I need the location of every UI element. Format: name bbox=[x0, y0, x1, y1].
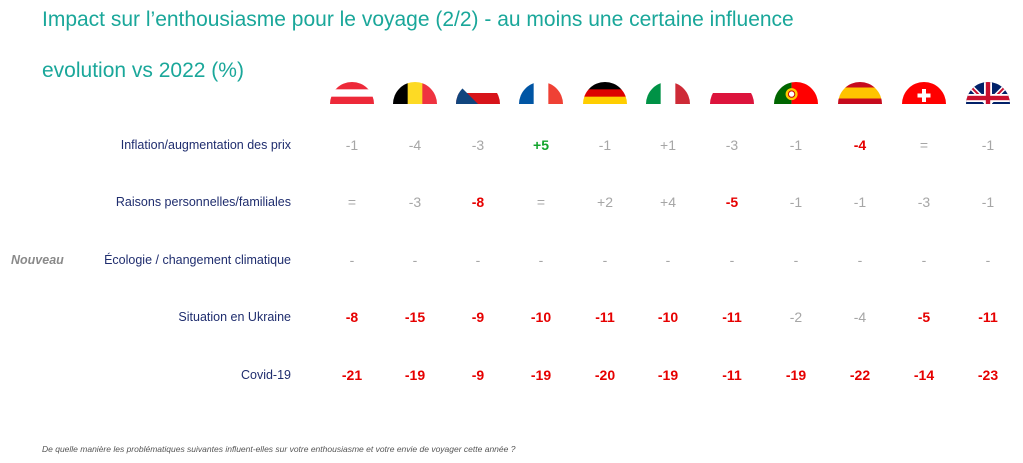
value-cell: -11 bbox=[722, 367, 742, 383]
value-cell: -5 bbox=[725, 194, 739, 210]
value-cell: -3 bbox=[408, 194, 422, 210]
value-cell: -1 bbox=[345, 137, 359, 153]
value-cell: - bbox=[729, 252, 735, 268]
value-cell: -11 bbox=[595, 309, 615, 325]
value-cell: -1 bbox=[789, 194, 803, 210]
italy-flag-icon bbox=[646, 82, 690, 104]
value-cell: -8 bbox=[471, 194, 485, 210]
row-label: Situation en Ukraine bbox=[178, 310, 291, 324]
value-cell: - bbox=[857, 252, 863, 268]
value-cell: - bbox=[602, 252, 608, 268]
value-cell: -15 bbox=[404, 309, 426, 325]
chart-subtitle: evolution vs 2022 (%) bbox=[42, 59, 244, 82]
value-cell: -1 bbox=[981, 194, 995, 210]
value-cell: -4 bbox=[853, 309, 867, 325]
row-label: Inflation/augmentation des prix bbox=[120, 138, 291, 152]
flag-row bbox=[330, 82, 1010, 104]
value-cell: -19 bbox=[657, 367, 679, 383]
value-cell: -4 bbox=[408, 137, 422, 153]
value-cell: -11 bbox=[722, 309, 742, 325]
czech-flag-icon bbox=[456, 82, 500, 104]
footnote: De quelle manière les problématiques sui… bbox=[42, 444, 516, 454]
austria-flag-icon bbox=[330, 82, 374, 104]
value-cell: -1 bbox=[981, 137, 995, 153]
value-cell: -1 bbox=[598, 137, 612, 153]
germany-flag-icon bbox=[583, 82, 627, 104]
value-cell: - bbox=[349, 252, 355, 268]
value-cell: - bbox=[538, 252, 544, 268]
value-cell: -19 bbox=[530, 367, 552, 383]
value-cell: -3 bbox=[471, 137, 485, 153]
new-tag: Nouveau bbox=[11, 253, 64, 267]
value-cell: +1 bbox=[660, 137, 676, 153]
row-label: Écologie / changement climatique bbox=[104, 253, 291, 267]
value-cell: -3 bbox=[725, 137, 739, 153]
portugal-flag-icon bbox=[774, 82, 818, 104]
belgium-flag-icon bbox=[393, 82, 437, 104]
row-label: Covid-19 bbox=[240, 368, 291, 382]
poland-flag-icon bbox=[710, 82, 754, 104]
value-cell: -10 bbox=[530, 309, 552, 325]
value-cell: - bbox=[921, 252, 927, 268]
value-cell: -10 bbox=[657, 309, 679, 325]
value-cell: -19 bbox=[785, 367, 807, 383]
value-cell: -11 bbox=[978, 309, 998, 325]
value-cell: -2 bbox=[789, 309, 803, 325]
value-cell: -3 bbox=[917, 194, 931, 210]
value-cell: -23 bbox=[977, 367, 999, 383]
value-cell: - bbox=[475, 252, 481, 268]
value-cell: - bbox=[985, 252, 991, 268]
row-label: Raisons personnelles/familiales bbox=[115, 195, 291, 209]
france-flag-icon bbox=[519, 82, 563, 104]
value-cell: -8 bbox=[345, 309, 359, 325]
value-cell: - bbox=[412, 252, 418, 268]
value-cell: -22 bbox=[849, 367, 871, 383]
value-cell: -9 bbox=[471, 367, 485, 383]
value-cell: -19 bbox=[404, 367, 426, 383]
value-cell: +2 bbox=[597, 194, 613, 210]
spain-flag-icon bbox=[838, 82, 882, 104]
value-cell: - bbox=[665, 252, 671, 268]
value-cell: -9 bbox=[471, 309, 485, 325]
value-cell: - bbox=[793, 252, 799, 268]
value-cell: = bbox=[347, 194, 357, 210]
value-cell: -5 bbox=[917, 309, 931, 325]
value-cell: -1 bbox=[853, 194, 867, 210]
value-cell: -1 bbox=[789, 137, 803, 153]
value-cell: -20 bbox=[594, 367, 616, 383]
chart-title: Impact sur l’enthousiasme pour le voyage… bbox=[42, 8, 794, 31]
value-cell: -21 bbox=[341, 367, 363, 383]
value-cell: = bbox=[536, 194, 546, 210]
value-cell: = bbox=[919, 137, 929, 153]
uk-flag-icon bbox=[966, 82, 1010, 104]
value-cell: -14 bbox=[913, 367, 935, 383]
value-cell: -4 bbox=[853, 137, 867, 153]
switzerland-flag-icon bbox=[902, 82, 946, 104]
value-cell: +4 bbox=[660, 194, 676, 210]
value-cell: +5 bbox=[533, 137, 549, 153]
